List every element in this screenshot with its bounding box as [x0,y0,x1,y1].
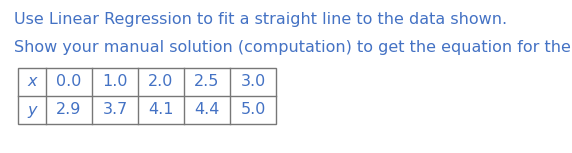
Text: Show your manual solution (computation) to get the equation for the straight lin: Show your manual solution (computation) … [14,40,572,55]
Text: 5.0: 5.0 [240,103,265,118]
Text: y: y [27,103,37,118]
Text: 4.4: 4.4 [194,103,220,118]
Text: 2.9: 2.9 [56,103,82,118]
Text: 3.7: 3.7 [102,103,128,118]
Bar [18,68,276,124]
Text: 3.0: 3.0 [240,75,265,90]
Text: x: x [27,75,37,90]
Text: 1.0: 1.0 [102,75,128,90]
Text: 4.1: 4.1 [148,103,174,118]
Text: 2.0: 2.0 [148,75,174,90]
Text: 2.5: 2.5 [194,75,220,90]
Text: Use Linear Regression to fit a straight line to the data shown.: Use Linear Regression to fit a straight … [14,12,507,27]
Text: 0.0: 0.0 [56,75,82,90]
